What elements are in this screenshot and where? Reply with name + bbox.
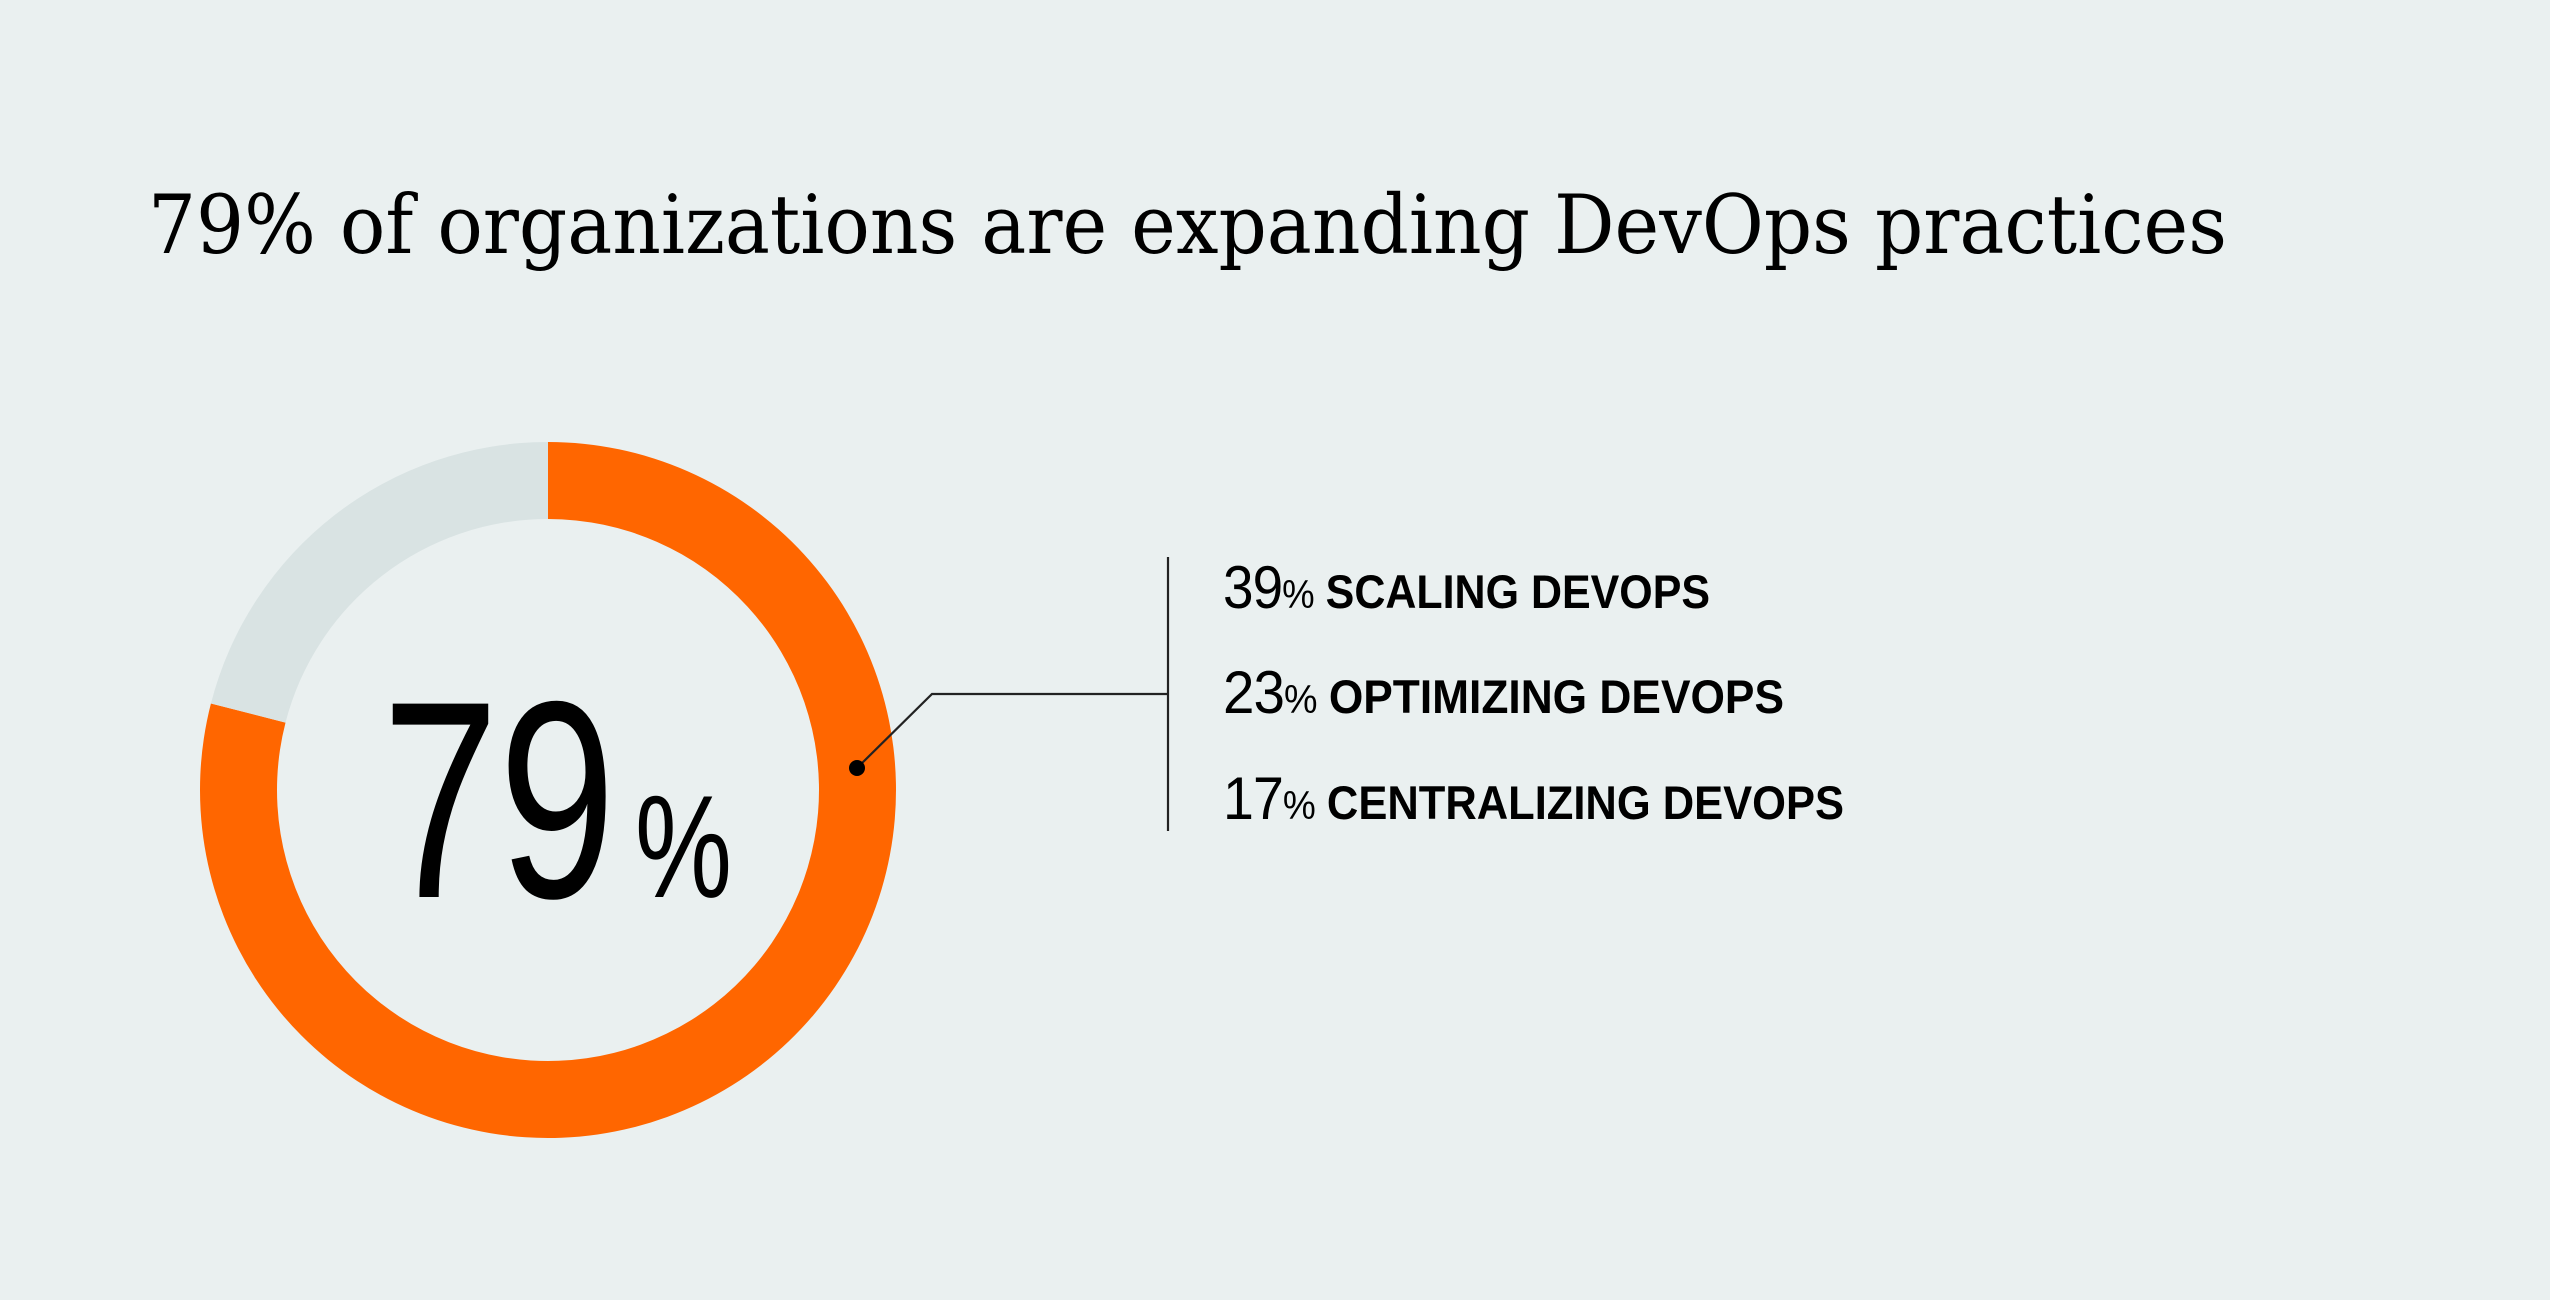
legend-item-optimizing: 23% OPTIMIZING DEVOPS <box>1223 663 1784 723</box>
legend-item-centralizing: 17% CENTRALIZING DEVOPS <box>1223 769 1844 829</box>
legend-percent-sign: % <box>1282 573 1315 617</box>
callout-leader-line <box>856 692 1168 769</box>
center-percent-sign: % <box>634 765 732 928</box>
chart-title: 79% of organizations are expanding DevOp… <box>148 179 2227 273</box>
legend-item-scaling: 39% SCALING DEVOPS <box>1223 558 1710 618</box>
legend-value: 39 <box>1223 554 1283 621</box>
callout-leader-dot <box>849 760 865 776</box>
legend-label: CENTRALIZING DEVOPS <box>1326 776 1844 829</box>
donut-center-label: 79% <box>382 660 732 941</box>
center-value: 79 <box>382 643 616 957</box>
donut-slices <box>200 442 897 1138</box>
legend-value: 23 <box>1223 659 1285 726</box>
legend-percent-sign: % <box>1284 678 1318 722</box>
legend-percent-sign: % <box>1282 784 1316 828</box>
legend-label: OPTIMIZING DEVOPS <box>1328 670 1784 723</box>
legend-value: 17 <box>1223 765 1284 832</box>
callout-leader <box>849 557 1170 831</box>
legend-label: SCALING DEVOPS <box>1325 565 1710 618</box>
donut-slice-remainder <box>210 442 549 723</box>
